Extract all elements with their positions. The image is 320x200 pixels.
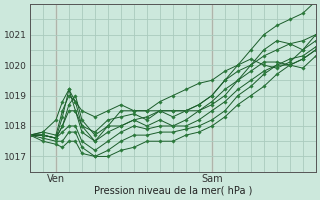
X-axis label: Pression niveau de la mer( hPa ): Pression niveau de la mer( hPa ) — [94, 186, 252, 196]
